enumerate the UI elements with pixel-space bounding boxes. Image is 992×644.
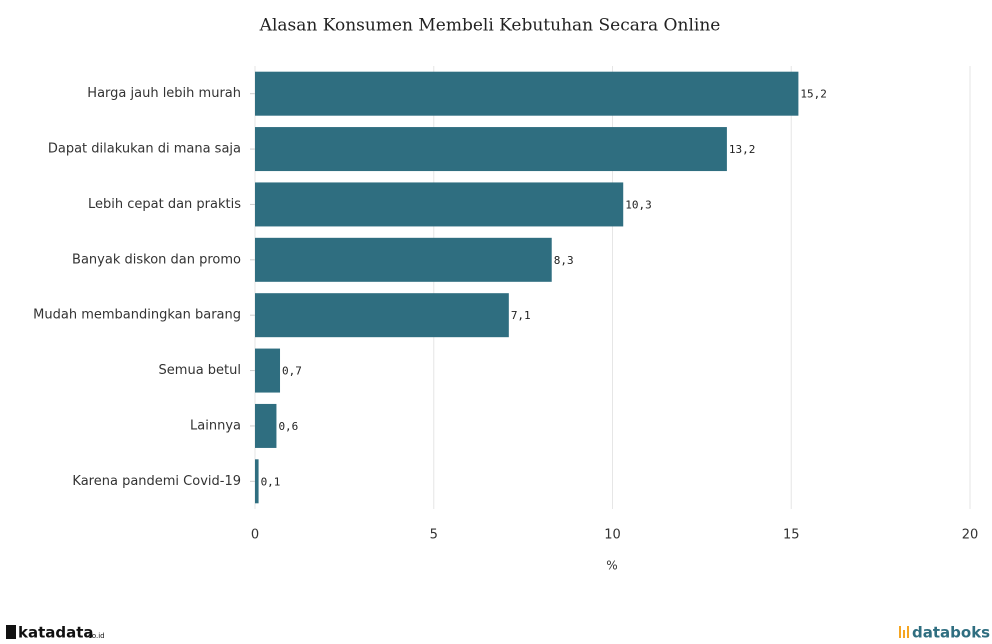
footer-left-suffix: co.id bbox=[88, 632, 105, 640]
bar bbox=[255, 182, 624, 227]
value-label: 10,3 bbox=[625, 198, 652, 211]
x-tick-label: 5 bbox=[430, 528, 438, 543]
footer: katadata co.id databoks bbox=[6, 624, 990, 642]
bar bbox=[255, 348, 281, 393]
value-label: 0,7 bbox=[282, 365, 302, 378]
footer-left: katadata bbox=[18, 624, 94, 642]
katadata-icon bbox=[6, 625, 16, 639]
value-label: 15,2 bbox=[800, 88, 827, 101]
databoks-icon bbox=[899, 626, 909, 638]
y-tick-label: Lebih cepat dan praktis bbox=[88, 197, 241, 212]
value-label: 13,2 bbox=[729, 143, 756, 156]
footer-right: databoks bbox=[912, 624, 990, 642]
bar bbox=[255, 459, 259, 504]
bar bbox=[255, 127, 727, 172]
x-tick-label: 0 bbox=[251, 528, 259, 543]
value-label: 7,1 bbox=[511, 309, 531, 322]
value-label: 0,1 bbox=[261, 475, 281, 488]
chart-title: Alasan Konsumen Membeli Kebutuhan Secara… bbox=[259, 16, 721, 36]
y-tick-label: Lainnya bbox=[190, 418, 241, 433]
x-tick-label: 20 bbox=[962, 528, 979, 543]
y-tick-label: Mudah membandingkan barang bbox=[33, 308, 241, 323]
bar bbox=[255, 293, 509, 338]
y-tick-label: Karena pandemi Covid-19 bbox=[72, 474, 241, 489]
bar bbox=[255, 237, 552, 282]
bar bbox=[255, 403, 277, 448]
y-tick-label: Banyak diskon dan promo bbox=[72, 252, 241, 267]
x-axis-label: % bbox=[606, 559, 617, 573]
bar bbox=[255, 71, 799, 116]
y-tick-label: Dapat dilakukan di mana saja bbox=[48, 142, 241, 157]
x-tick-label: 10 bbox=[604, 528, 621, 543]
y-tick-label: Harga jauh lebih murah bbox=[87, 86, 241, 101]
y-tick-label: Semua betul bbox=[159, 363, 241, 378]
value-label: 8,3 bbox=[554, 254, 574, 267]
value-label: 0,6 bbox=[278, 420, 298, 433]
x-tick-label: 15 bbox=[783, 528, 800, 543]
